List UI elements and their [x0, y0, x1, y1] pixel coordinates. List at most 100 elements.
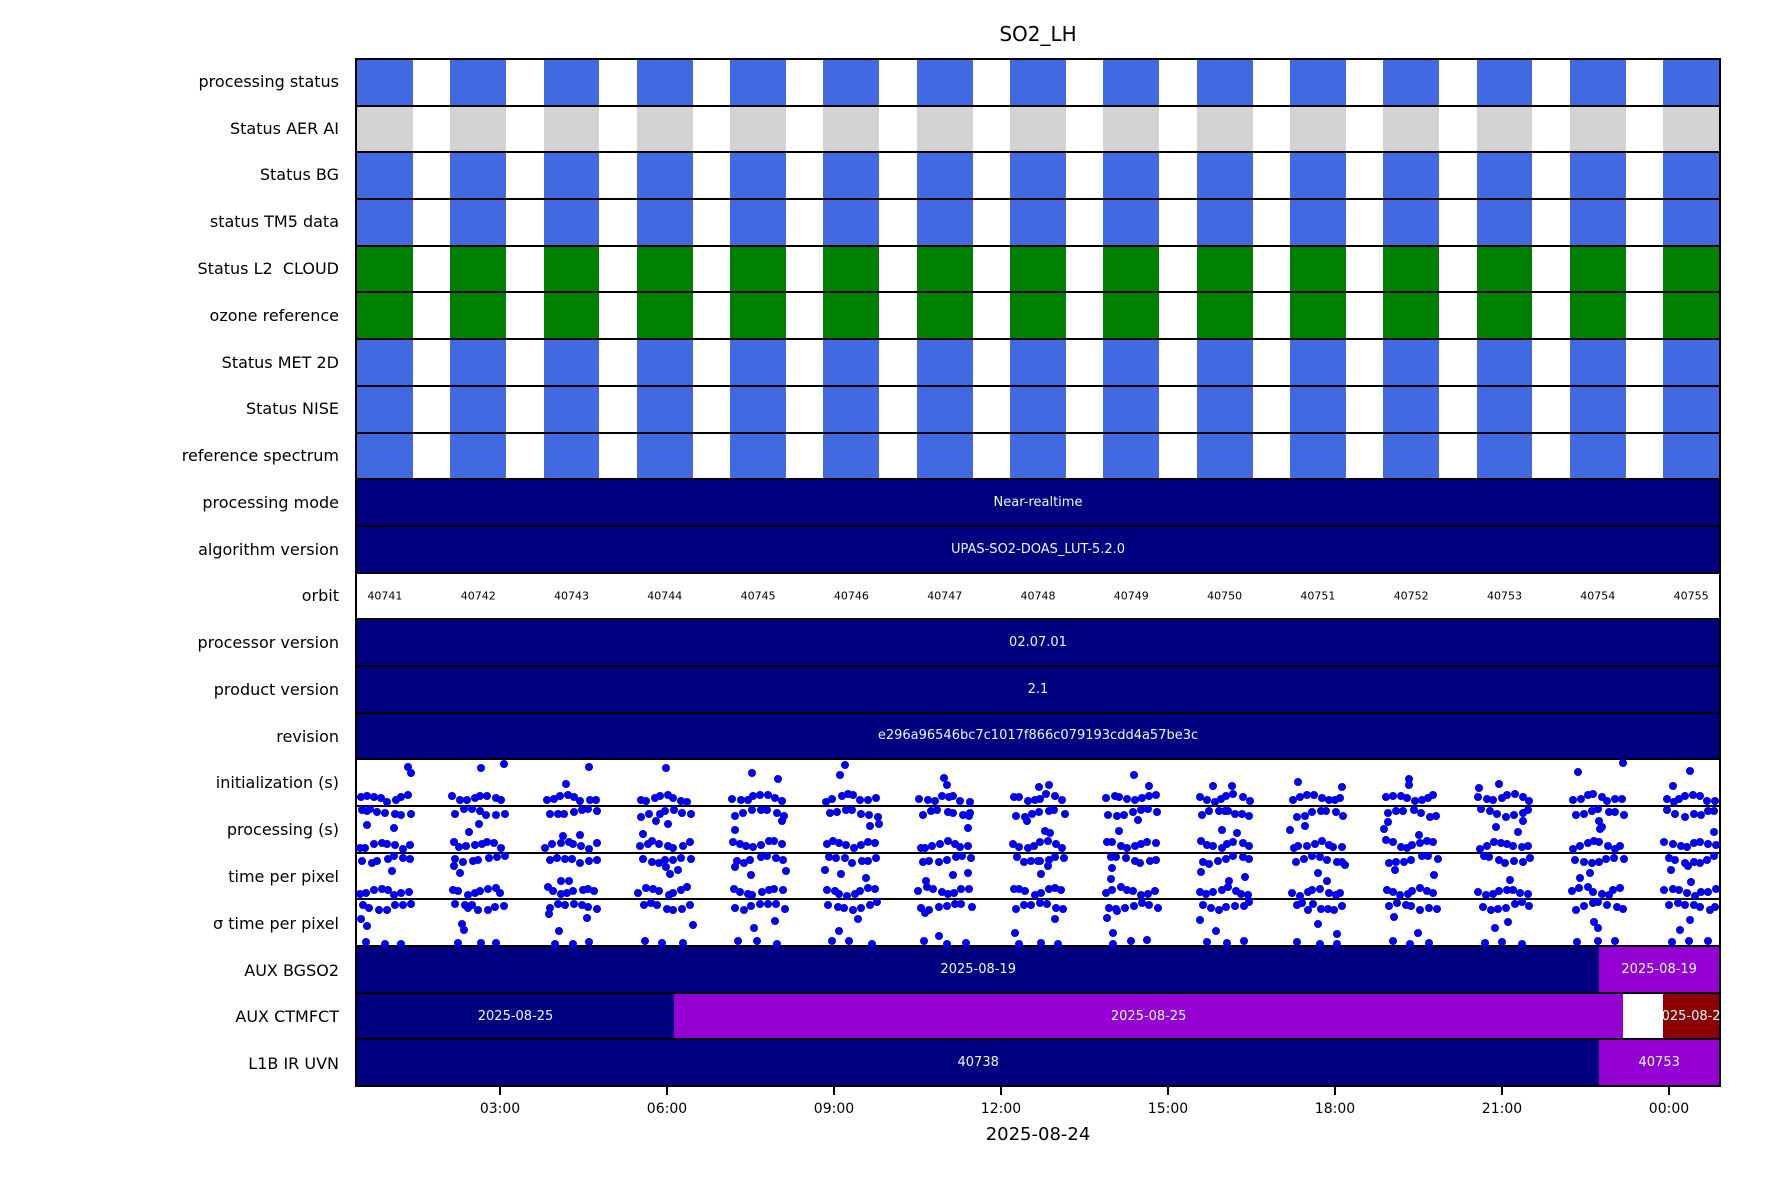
- scatter-point: [1317, 904, 1326, 913]
- scatter-point: [821, 797, 830, 806]
- scatter-point: [1145, 791, 1154, 800]
- scatter-point: [943, 836, 952, 845]
- scatter-point: [943, 780, 952, 789]
- scatter-point: [1709, 806, 1718, 815]
- scatter-point: [1670, 798, 1679, 807]
- row-l1b-ir-uvn: 40738 40753: [357, 1040, 1719, 1086]
- scatter-point: [564, 790, 573, 799]
- scatter-point: [1417, 796, 1426, 805]
- status-block: [543, 293, 600, 339]
- scatter-point: [734, 936, 743, 945]
- scatter-point: [655, 839, 664, 848]
- scatter-point: [957, 899, 966, 908]
- scatter-point: [749, 791, 758, 800]
- scatter-point: [376, 794, 385, 803]
- scatter-point: [1682, 842, 1691, 851]
- scatter-point: [489, 839, 498, 848]
- scatter-point: [1020, 812, 1029, 821]
- scatter-point: [932, 806, 941, 815]
- scatter-point: [1414, 831, 1423, 840]
- scatter-point: [1495, 780, 1504, 789]
- scatter-point: [558, 831, 567, 840]
- scatter-point: [641, 884, 650, 893]
- scatter-point: [1051, 792, 1060, 801]
- scatter-point: [1399, 806, 1408, 815]
- scatter-point: [930, 796, 939, 805]
- timeline-segment: 2.1: [357, 666, 1719, 712]
- row-processor-version: 02.07.01: [357, 620, 1719, 667]
- scatter-point: [585, 844, 594, 853]
- scatter-point: [1593, 923, 1602, 932]
- scatter-point: [1697, 888, 1706, 896]
- status-block: [1569, 433, 1626, 479]
- status-block: [1383, 433, 1440, 479]
- scatter-point: [1475, 783, 1484, 792]
- scatter-point: [683, 883, 692, 892]
- scatter-point: [1151, 790, 1160, 799]
- scatter-point: [1417, 851, 1426, 860]
- status-block: [1289, 433, 1346, 479]
- scatter-point: [469, 857, 478, 866]
- scatter-point: [406, 810, 415, 819]
- scatter-point: [584, 885, 593, 894]
- scatter-point: [849, 906, 858, 915]
- scatter-point: [756, 791, 765, 800]
- scatter-point: [835, 771, 844, 780]
- scatter-point: [1604, 807, 1613, 816]
- status-block: [357, 433, 413, 479]
- scatter-point: [669, 794, 678, 803]
- scatter-point: [1408, 887, 1417, 896]
- scatter-point: [1579, 809, 1588, 818]
- scatter-point: [1618, 794, 1627, 803]
- scatter-point: [1045, 780, 1054, 789]
- timeline-segment: e296a96546bc7c1017f866c079193cdd4a57be3c: [357, 713, 1719, 759]
- scatter-point: [1588, 898, 1597, 907]
- scatter-point: [1577, 794, 1586, 803]
- scatter-point: [756, 806, 765, 815]
- scatter-point: [543, 795, 552, 804]
- scatter-point: [399, 853, 408, 862]
- scatter-point: [1136, 891, 1145, 900]
- scatter-point: [1213, 857, 1222, 866]
- segment-text: 40738: [957, 1055, 999, 1071]
- scatter-point: [1059, 854, 1068, 863]
- scatter-point: [454, 886, 463, 895]
- scatter-point: [543, 883, 552, 892]
- scatter-point: [1051, 840, 1060, 849]
- status-block: [357, 60, 413, 105]
- scatter-point: [1424, 852, 1433, 861]
- scatter-point: [780, 812, 789, 821]
- scatter-point: [1295, 891, 1304, 900]
- orbit-number: 40752: [1393, 589, 1429, 603]
- scatter-point: [1495, 856, 1504, 865]
- scatter-point: [1695, 838, 1704, 847]
- scatter-point: [1196, 916, 1205, 925]
- scatter-point: [455, 796, 464, 804]
- scatter-point: [1674, 794, 1683, 803]
- scatter-point: [399, 900, 408, 909]
- status-block: [636, 293, 693, 339]
- scatter-point: [1323, 877, 1332, 886]
- scatter-point: [949, 889, 958, 898]
- scatter-point: [1711, 841, 1720, 850]
- scatter-point: [648, 837, 657, 846]
- segment-text: 40753: [1638, 1055, 1680, 1071]
- scatter-point: [585, 762, 594, 771]
- scatter-point: [454, 842, 463, 851]
- scatter-point: [916, 844, 925, 853]
- scatter-point: [777, 817, 786, 826]
- scatter-point: [1509, 810, 1518, 819]
- scatter-point: [679, 938, 688, 947]
- scatter-point: [1519, 809, 1528, 818]
- scatter-point: [963, 868, 972, 877]
- scatter-point: [639, 855, 648, 864]
- scatter-point: [943, 856, 952, 865]
- scatter-point: [1222, 903, 1231, 912]
- status-block: [357, 340, 413, 385]
- scatter-point: [1130, 770, 1139, 779]
- status-block: [730, 153, 787, 199]
- scatter-point: [1385, 902, 1394, 911]
- scatter-point: [546, 855, 555, 864]
- scatter-point: [499, 902, 508, 911]
- scatter-point: [455, 869, 464, 878]
